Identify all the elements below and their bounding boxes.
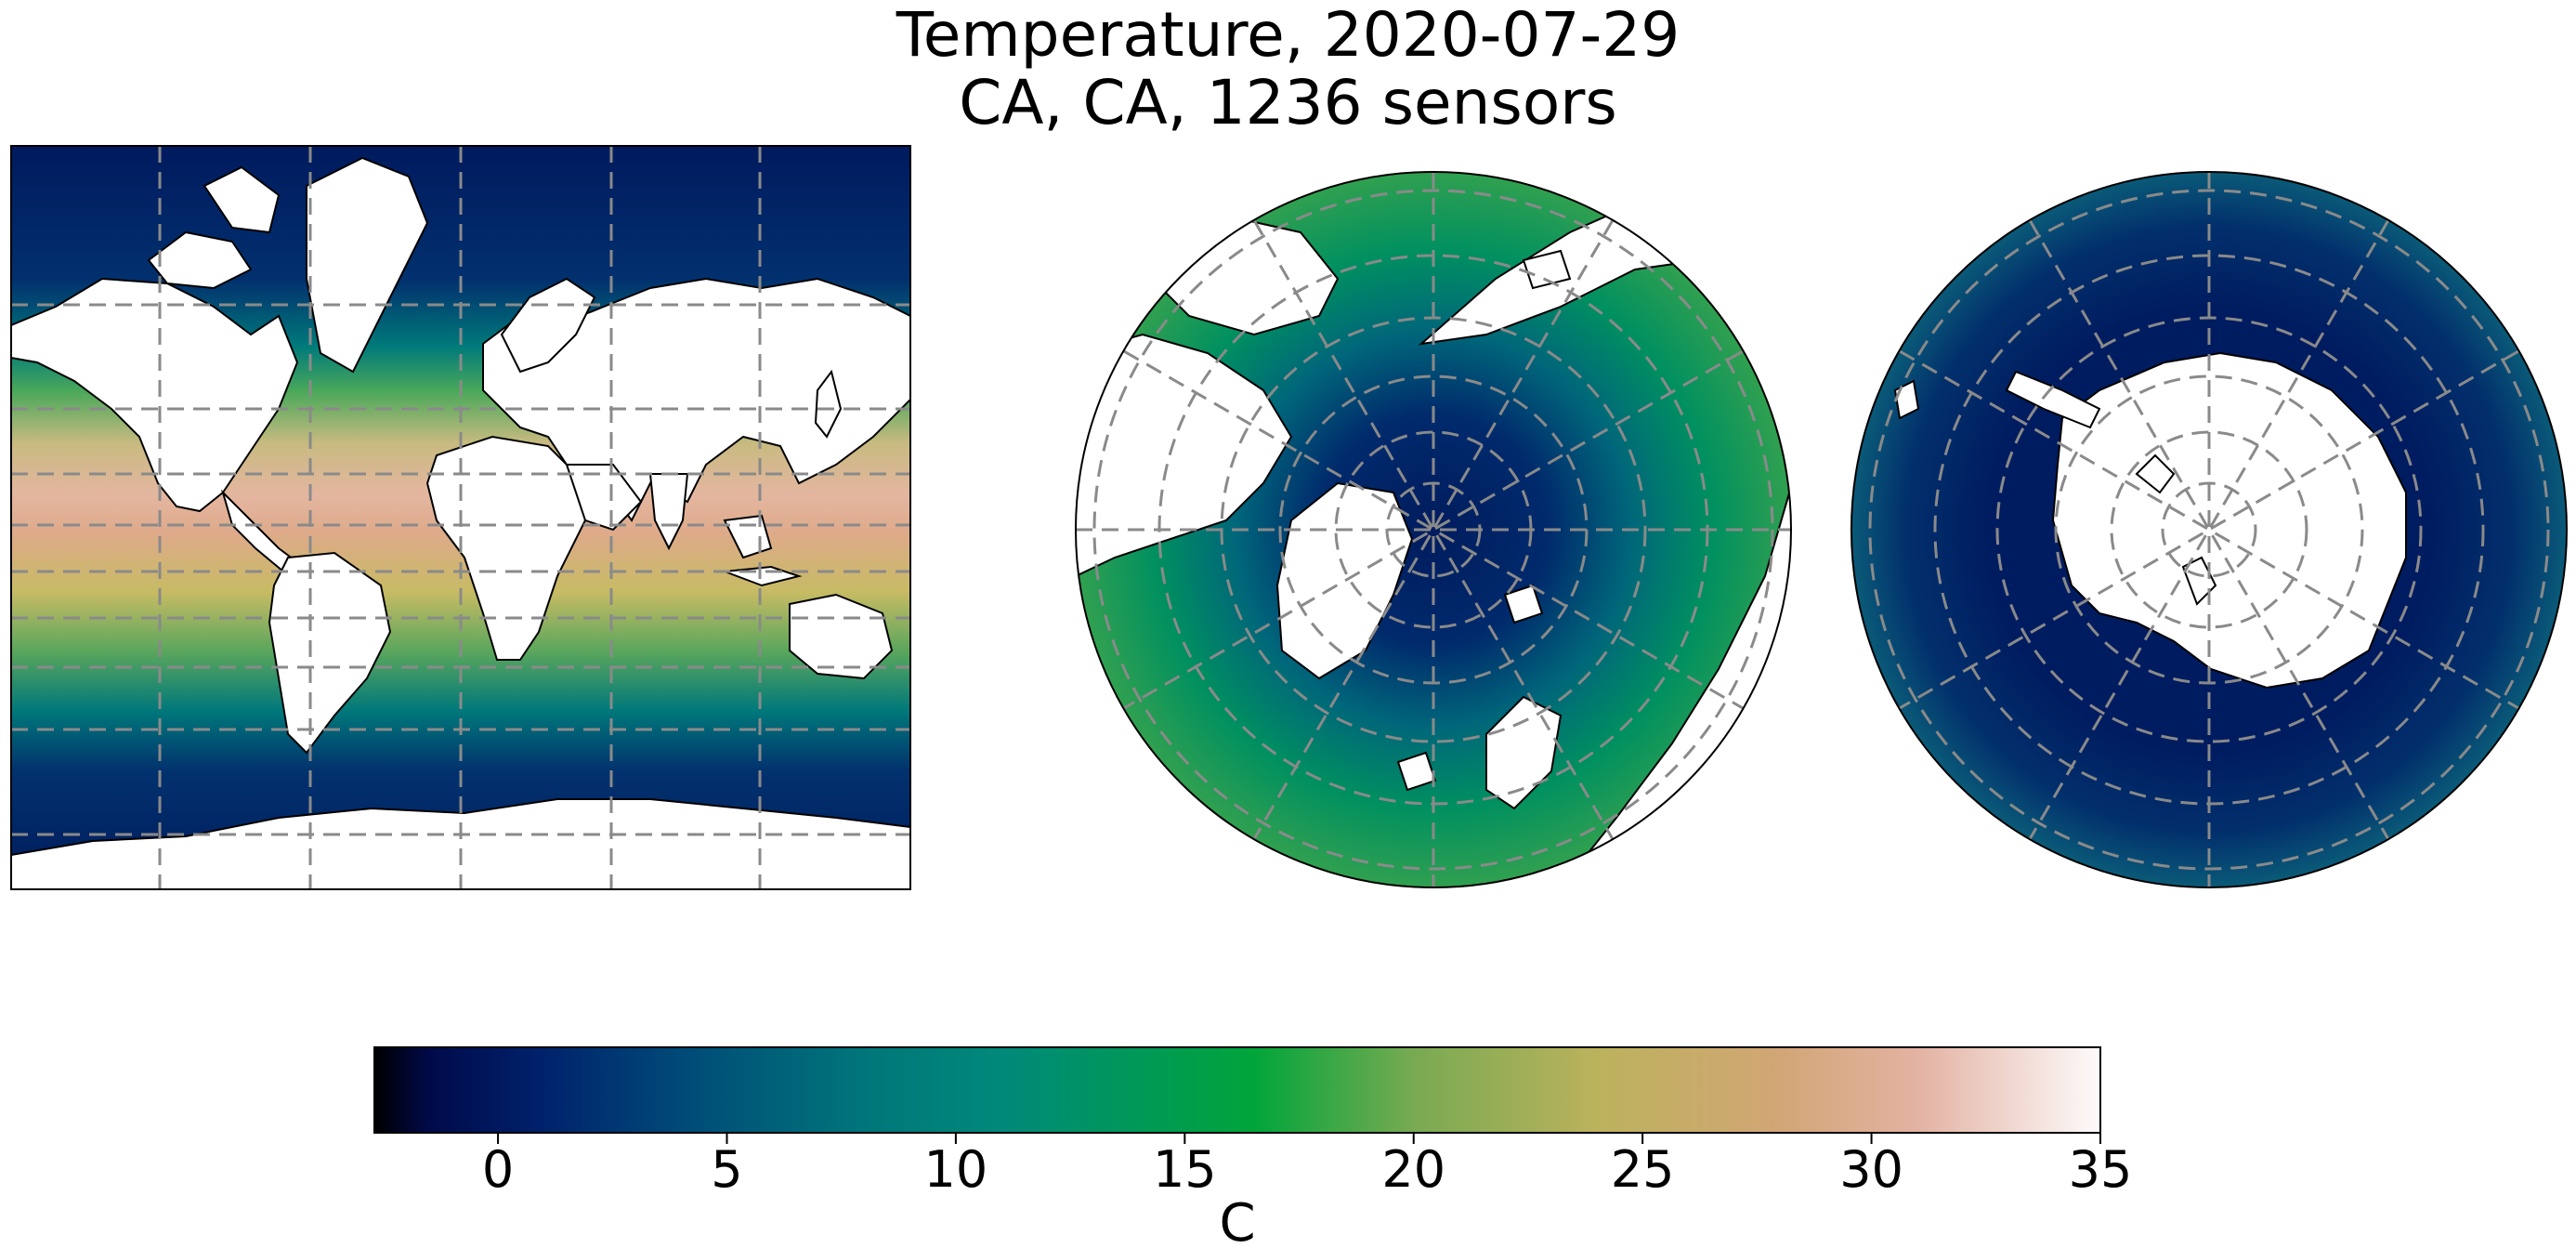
colorbar-ticks: 0 5 10 15 20 25 30 35: [482, 1133, 2132, 1199]
antarctic-gridlines: [1868, 172, 2550, 887]
mercator-map: [10, 145, 911, 890]
map-title-line-2: CA, CA, 1236 sensors: [959, 67, 1617, 138]
colorbar-label: C: [1219, 1193, 1255, 1248]
india: [648, 473, 689, 551]
scandinavia: [500, 277, 596, 374]
antarctic-peninsula: [2005, 370, 2101, 429]
colorbar: 0 5 10 15 20 25 30 35 C: [373, 1046, 2132, 1248]
antarctic-frame: [1850, 171, 2568, 888]
colorbar-tick-label: 20: [1381, 1140, 1445, 1199]
eurasia: [482, 277, 910, 522]
colorbar-tick-label: 30: [1839, 1140, 1903, 1199]
map-title-line-1: Temperature, 2020-07-29: [896, 0, 1680, 71]
colorbar-tick-label: 5: [711, 1140, 742, 1199]
svalbard: [1503, 584, 1544, 624]
south-polar-map: [1850, 171, 2568, 888]
mercator-gridlines: [11, 146, 910, 889]
antarctica-continent: [2051, 351, 2407, 690]
north-polar-map: [1075, 171, 1792, 888]
new-siberian-islands: [1522, 249, 1572, 290]
arctic-frame: [1075, 171, 1792, 888]
canadian-archipelago: [147, 230, 253, 290]
ross-ice-shelf: [2181, 556, 2217, 606]
colorbar-tick-label: 25: [1611, 1140, 1675, 1199]
arctic-ocean-field: [1076, 172, 1791, 887]
ellesmere-island: [203, 165, 281, 234]
africa: [425, 435, 587, 661]
iceland-arctic: [1396, 751, 1437, 792]
australia: [789, 593, 894, 680]
colorbar-tick-label: 35: [2069, 1140, 2133, 1199]
arctic-landmasses: [1076, 172, 1791, 887]
japan: [814, 369, 843, 439]
north-america: [11, 277, 299, 513]
mercator-frame: [10, 145, 911, 890]
colorbar-tick-label: 10: [924, 1140, 988, 1199]
arctic-gridlines: [1076, 172, 1791, 887]
south-america: [268, 551, 392, 755]
colorbar-tick-label: 15: [1153, 1140, 1217, 1199]
colorbar-tick-label: 0: [482, 1140, 514, 1199]
north-america-arctic: [1076, 333, 1293, 578]
colorbar-gradient: [373, 1046, 2101, 1134]
mercator-landmasses: [11, 156, 910, 889]
ronne-ice-shelf: [2135, 453, 2176, 494]
arabian-peninsula: [565, 464, 643, 532]
